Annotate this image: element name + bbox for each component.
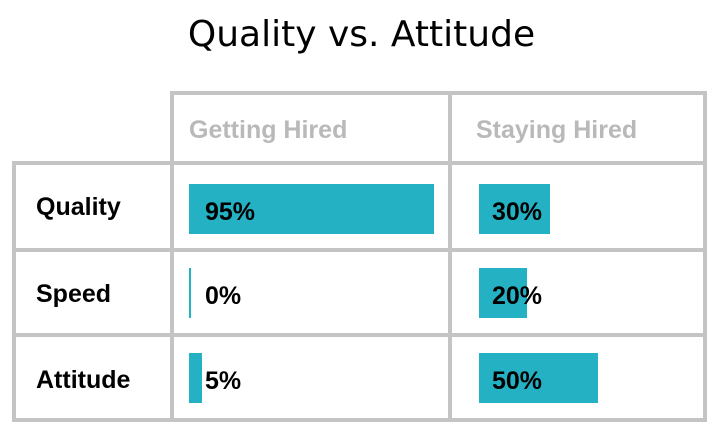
chart-title: Quality vs. Attitude [187,14,536,55]
row-label-speed: Speed [36,280,112,308]
row-label-quality: Quality [36,193,121,221]
grid-line-row2 [12,333,707,337]
grid-line-row1 [12,248,707,252]
grid-line-bottom [12,418,707,422]
row-label-attitude: Attitude [36,366,131,394]
grid-line-right [703,91,707,422]
bar-speed-getting-hired [189,268,191,318]
bar-quality-getting-hired [189,184,434,234]
value-attitude-getting-hired: 5% [205,367,242,395]
grid-line-header-bottom [12,161,707,165]
column-header-getting-hired: Getting Hired [189,116,348,144]
grid-line-col2 [448,91,452,422]
value-quality-getting-hired: 95% [205,198,256,226]
bar-attitude-getting-hired [189,353,202,403]
value-speed-getting-hired: 0% [205,282,242,310]
bar-quality-staying-hired [479,184,550,234]
value-speed-staying-hired: 20% [492,282,543,310]
column-header-staying-hired: Staying Hired [476,116,638,144]
value-attitude-staying-hired: 50% [492,367,543,395]
grid-line-left [12,161,16,422]
grid-line-col1 [170,91,174,422]
bar-speed-staying-hired [479,268,527,318]
bar-attitude-staying-hired [479,353,598,403]
value-quality-staying-hired: 30% [492,198,543,226]
grid-line-top [172,91,707,95]
